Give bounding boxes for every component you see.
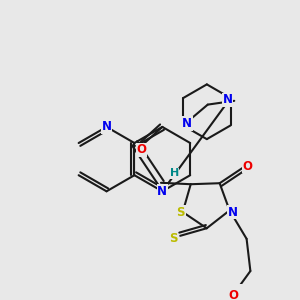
Text: S: S bbox=[169, 232, 178, 245]
Text: H: H bbox=[169, 168, 179, 178]
Text: O: O bbox=[228, 289, 238, 300]
Text: N: N bbox=[227, 206, 237, 219]
Text: O: O bbox=[242, 160, 252, 173]
Text: N: N bbox=[182, 117, 192, 130]
Text: N: N bbox=[157, 185, 167, 198]
Text: N: N bbox=[101, 120, 112, 134]
Text: O: O bbox=[136, 143, 146, 156]
Text: N: N bbox=[223, 94, 233, 106]
Text: S: S bbox=[177, 206, 185, 218]
